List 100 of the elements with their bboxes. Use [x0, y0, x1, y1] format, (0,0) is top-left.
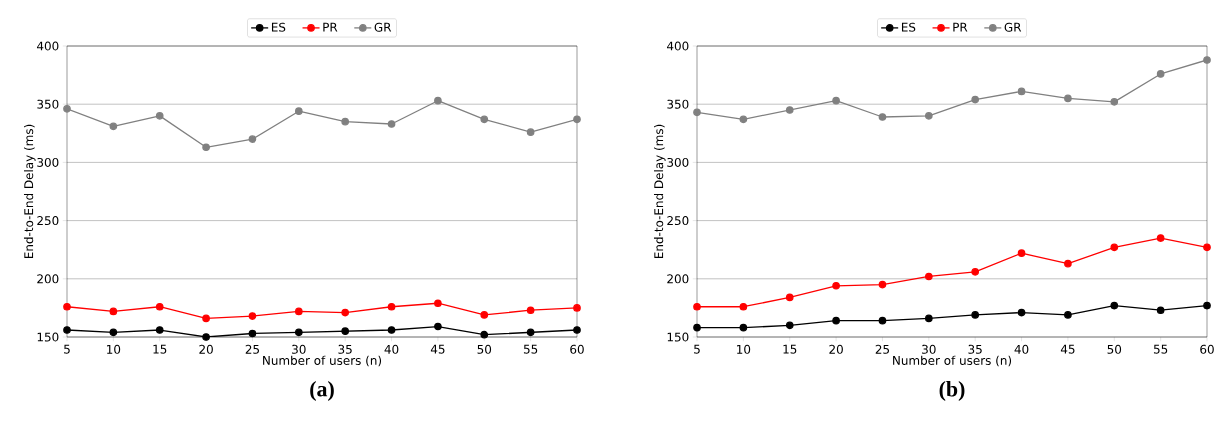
x-axis-title: Number of users (n): [263, 355, 382, 367]
point: [739, 302, 748, 311]
legend-label: ES: [271, 22, 286, 32]
x-tick-label: 30: [922, 344, 936, 354]
point: [878, 113, 887, 121]
x-tick-label: 50: [1107, 344, 1122, 354]
point: [434, 322, 442, 331]
point: [832, 281, 840, 290]
point: [248, 135, 257, 143]
point: [480, 115, 489, 124]
point: [248, 329, 257, 338]
x-tick-label: 20: [829, 344, 843, 354]
point: [526, 306, 535, 315]
point: [155, 112, 164, 120]
point: [63, 302, 71, 311]
y-tick-label: 150: [667, 332, 689, 342]
point: [202, 314, 210, 323]
y-axis-title: End-to-End Delay (ms): [653, 124, 666, 259]
point: [971, 95, 980, 104]
point: [971, 311, 980, 319]
point: [294, 328, 303, 337]
point: [526, 328, 535, 337]
x-tick-label: 35: [338, 344, 352, 354]
text: (b): [939, 381, 965, 401]
x-tick-label: 35: [968, 344, 982, 354]
point: [1110, 301, 1119, 310]
point: [109, 328, 118, 337]
point: [924, 272, 933, 281]
point: [1110, 98, 1119, 106]
x-tick-label: 55: [523, 344, 538, 354]
point: [109, 307, 118, 316]
x-tick-label: 15: [783, 344, 797, 354]
y-tick-label: 250: [37, 216, 59, 226]
point: [1203, 301, 1211, 310]
point: [526, 128, 535, 136]
point: [1017, 249, 1026, 258]
point: [63, 326, 71, 334]
point: [1064, 311, 1072, 319]
x-tick-label: 40: [384, 344, 399, 354]
point: [248, 312, 257, 320]
point: [1156, 70, 1165, 78]
x-tick-label: 5: [694, 344, 700, 354]
x-tick-label: 45: [430, 344, 445, 354]
x-tick-label: 20: [199, 344, 213, 354]
legend-label: GR: [1004, 22, 1022, 32]
point: [573, 304, 581, 312]
point: [387, 302, 396, 311]
x-tick-label: 40: [1014, 344, 1029, 354]
point: [1203, 243, 1211, 252]
y-tick-label: 300: [37, 157, 59, 167]
y-tick-label: 400: [36, 41, 59, 51]
point: [63, 105, 71, 113]
point: [693, 323, 701, 332]
y-tick-label: 300: [667, 157, 689, 167]
point: [480, 311, 489, 319]
point: [739, 323, 748, 332]
point: [785, 321, 794, 330]
y-tick-label: 200: [667, 274, 689, 284]
x-tick-label: 10: [737, 344, 751, 354]
x-tick-label: 60: [570, 344, 584, 354]
point: [434, 299, 442, 308]
x-tick-label: 25: [245, 344, 260, 354]
point: [739, 115, 748, 124]
y-tick-label: 200: [37, 274, 59, 284]
point: [1156, 234, 1165, 242]
x-tick-label: 5: [64, 344, 70, 354]
point: [1110, 243, 1119, 252]
x-tick-label: 10: [107, 344, 121, 354]
legend-label: ES: [901, 22, 916, 32]
point: [387, 120, 396, 128]
y-tick-label: 150: [37, 332, 59, 342]
point: [832, 316, 840, 325]
point: [1064, 94, 1072, 103]
point: [387, 326, 396, 334]
point: [202, 143, 210, 152]
point: [924, 112, 933, 120]
y-tick-label: 350: [37, 99, 59, 109]
x-tick-label: 25: [875, 344, 890, 354]
point: [832, 96, 840, 105]
point: [155, 302, 164, 311]
point: [693, 302, 701, 311]
point: [155, 326, 164, 334]
x-tick-label: 50: [477, 344, 492, 354]
point: [573, 326, 581, 334]
point: [693, 108, 701, 117]
point: [573, 115, 581, 124]
point: [1017, 308, 1026, 317]
point: [294, 107, 303, 116]
point: [341, 117, 350, 126]
x-tick-label: 15: [153, 344, 167, 354]
legend-label: PR: [953, 22, 968, 32]
point: [341, 327, 350, 336]
point: [480, 330, 489, 339]
y-tick-label: 400: [667, 41, 689, 51]
point: [924, 314, 933, 323]
y-axis-title: End-to-End Delay (ms): [23, 124, 36, 259]
legend-label: GR: [374, 22, 392, 32]
point: [1064, 259, 1072, 268]
point: [1156, 306, 1165, 315]
point: [341, 308, 350, 317]
